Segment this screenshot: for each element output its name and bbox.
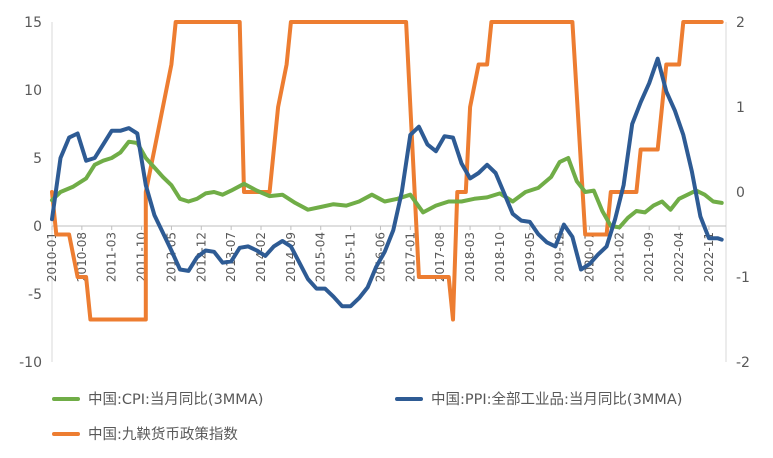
left-tick-label: 15 — [24, 15, 42, 31]
ppi-line — [50, 56, 724, 309]
x-tick-label: 2017-01 — [403, 232, 417, 282]
x-tick-label: 2013-07 — [224, 232, 238, 282]
x-tick-label: 2018-03 — [463, 232, 477, 282]
left-tick-label: 0 — [33, 219, 42, 235]
legend-swatch-cpi — [52, 396, 80, 401]
x-tick-label: 2022-11 — [702, 232, 716, 282]
x-tick-label: 2020-07 — [582, 232, 596, 282]
left-tick-label: 10 — [24, 83, 42, 99]
legend-swatch-ppi — [395, 396, 423, 401]
x-tick-label: 2015-04 — [314, 232, 328, 282]
right-tick-label: 2 — [736, 15, 745, 31]
x-tick-label: 2011-03 — [105, 232, 119, 282]
series-lines — [50, 20, 724, 322]
legend-item-ppi: 中国:PPI:全部工业品:当月同比(3MMA) — [395, 388, 682, 409]
x-tick-label: 2017-08 — [433, 232, 447, 282]
right-tick-label: 1 — [736, 100, 745, 116]
x-tick-label: 2018-10 — [493, 232, 507, 282]
x-tick-label: 2012-12 — [194, 232, 208, 282]
legend-label-policy-index: 中国:九鞅货币政策指数 — [88, 427, 238, 443]
right-tick-label: 0 — [736, 185, 745, 201]
legend-label-ppi: 中国:PPI:全部工业品:当月同比(3MMA) — [431, 392, 683, 408]
left-tick-label: -5 — [28, 287, 42, 303]
policy-index-line — [50, 20, 724, 322]
right-tick-label: -2 — [736, 355, 750, 371]
legend-item-policy-index: 中国:九鞅货币政策指数 — [52, 423, 238, 444]
legend-label-cpi: 中国:CPI:当月同比(3MMA) — [88, 392, 264, 408]
legend-item-cpi: 中国:CPI:当月同比(3MMA) — [52, 388, 263, 409]
left-tick-label: -10 — [19, 355, 42, 371]
x-tick-label: 2019-05 — [523, 232, 537, 282]
x-tick-label: 2021-09 — [642, 232, 656, 282]
x-tick-label: 2010-08 — [75, 232, 89, 282]
left-tick-label: 5 — [33, 151, 42, 167]
right-axis-ticks: -2 -1 0 1 2 — [736, 15, 750, 371]
x-tick-label: 2021-02 — [612, 232, 626, 282]
legend-swatch-policy-index — [52, 431, 80, 436]
cpi-line — [50, 139, 724, 230]
x-tick-label: 2010-01 — [45, 232, 59, 282]
x-tick-label: 2022-04 — [672, 232, 686, 282]
left-axis-ticks: -10 -5 0 5 10 15 — [19, 15, 42, 371]
right-tick-label: -1 — [736, 270, 750, 286]
x-tick-label: 2015-11 — [344, 232, 358, 282]
x-tick-label: 2014-02 — [254, 232, 268, 282]
